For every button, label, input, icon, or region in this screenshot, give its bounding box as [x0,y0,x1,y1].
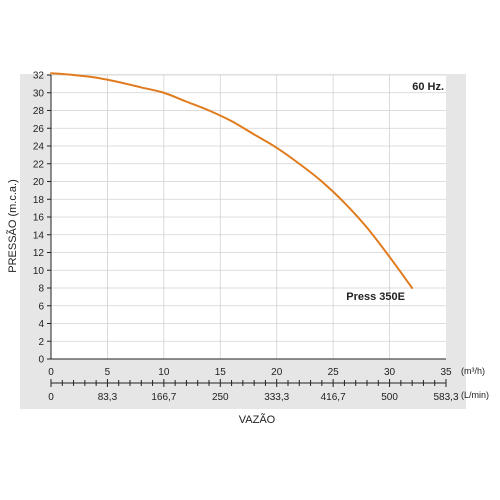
x-tick-label-m3h: 30 [384,367,396,378]
frequency-label: 60 Hz. [412,81,444,93]
axes [47,74,446,360]
x-tick-label-m3h: 35 [440,367,452,378]
series-label: Press 350E [346,291,405,303]
x-tick-label-lmin: 250 [212,392,229,403]
x-unit-lmin: (L/min) [461,390,489,400]
y-tick-label: 6 [38,301,44,312]
y-tick-label: 20 [33,177,45,188]
gridlines [51,74,446,359]
x-unit-m3h: (m³/h) [461,366,485,376]
x-tick-label-m3h: 25 [328,367,340,378]
x-tick-label-m3h: 5 [105,367,111,378]
series-curves [50,72,414,289]
x-tick-label-lmin: 166,7 [151,392,176,403]
y-tick-label: 2 [38,337,44,348]
y-tick-label: 28 [33,106,45,117]
y-tick-label: 26 [33,124,45,135]
x-tick-label-lmin: 83,3 [98,392,118,403]
y-tick-label: 12 [33,248,45,259]
series-line [50,72,414,289]
x-tick-label-m3h: 15 [215,367,227,378]
x-axis-title: VAZÃO [239,413,276,426]
x-tick-label-lmin: 583,3 [433,392,458,403]
x-tick-label-m3h: 10 [158,367,170,378]
y-tick-label: 16 [33,213,45,224]
x-tick-labels-m3h: 0 5 10 15 20 25 30 35 [48,367,452,378]
y-tick-label: 30 [33,88,45,99]
x-ruler-lmin: 0 83,3 166,7 250 333,3 416,7 500 583,3 [48,379,459,403]
x-tick-label-m3h: 20 [271,367,283,378]
y-tick-label: 32 [33,71,45,82]
y-tick-label: 22 [33,159,45,170]
y-tick-label: 10 [33,266,45,277]
x-tick-label-lmin: 500 [381,392,398,403]
y-tick-label: 8 [38,284,44,295]
y-tick-label: 24 [33,142,45,153]
y-axis-title: PRESSÃO (m.c.a.) [6,179,19,273]
y-tick-label: 14 [33,230,45,241]
y-tick-label: 18 [33,195,45,206]
y-tick-label: 0 [38,355,44,366]
y-tick-label: 4 [38,319,44,330]
x-tick-label-lmin: 333,3 [264,392,289,403]
x-tick-label-lmin: 0 [48,392,54,403]
x-tick-label-m3h: 0 [48,367,54,378]
x-tick-label-lmin: 416,7 [321,392,346,403]
